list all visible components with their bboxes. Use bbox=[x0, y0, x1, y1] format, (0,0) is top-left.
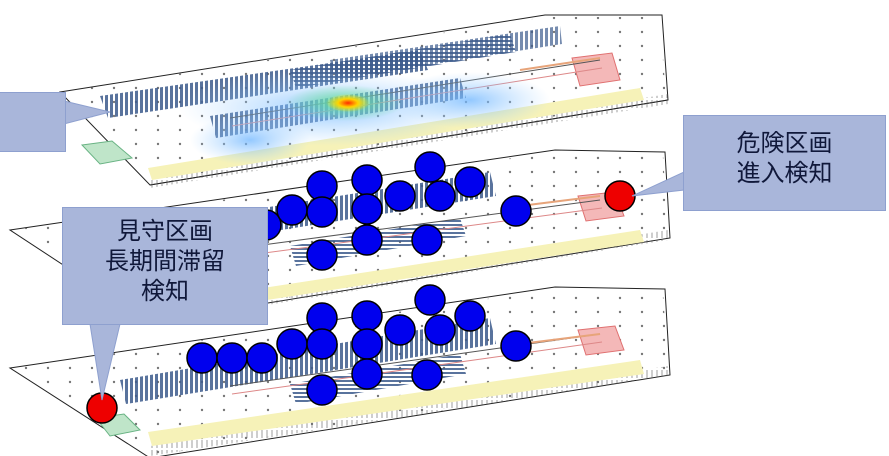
heat-region bbox=[190, 115, 310, 165]
person-marker bbox=[246, 342, 278, 374]
floor-layer-heatmap bbox=[58, 14, 669, 188]
person-marker bbox=[500, 195, 532, 227]
yellow-zone bbox=[250, 230, 644, 302]
callout-text: 検知 bbox=[141, 277, 189, 305]
person-marker bbox=[276, 194, 308, 226]
person-marker bbox=[216, 342, 248, 374]
floor-layer-bottom bbox=[8, 284, 671, 456]
person-marker bbox=[414, 284, 446, 316]
green-zone bbox=[80, 140, 134, 165]
person-marker bbox=[411, 224, 443, 256]
person-marker bbox=[454, 300, 486, 332]
alert-marker bbox=[604, 180, 636, 212]
person-marker bbox=[351, 193, 383, 225]
red-zone bbox=[577, 325, 625, 356]
person-marker bbox=[306, 196, 338, 228]
callout-text: 危険区画 bbox=[736, 129, 833, 157]
callout-danger-zone: 危険区画 進入検知 bbox=[683, 115, 886, 211]
person-marker bbox=[186, 342, 218, 374]
person-marker bbox=[500, 330, 532, 362]
heat-region bbox=[390, 72, 550, 128]
person-marker bbox=[414, 151, 446, 183]
yellow-zone bbox=[148, 360, 644, 446]
person-marker bbox=[351, 358, 383, 390]
person-marker bbox=[306, 374, 338, 406]
person-marker bbox=[454, 166, 486, 198]
person-marker bbox=[351, 300, 383, 332]
person-marker bbox=[411, 359, 443, 391]
heat-hotspot bbox=[326, 94, 370, 112]
callout-text: 見守区画 bbox=[117, 217, 213, 245]
person-marker bbox=[384, 314, 416, 346]
person-marker bbox=[424, 314, 456, 346]
person-marker bbox=[351, 328, 383, 360]
person-marker bbox=[276, 328, 308, 360]
callout-watch-zone: 見守区画 長期間滞留 検知 bbox=[62, 207, 268, 325]
person-marker bbox=[351, 224, 383, 256]
person-marker bbox=[306, 328, 338, 360]
person-markers bbox=[186, 284, 532, 406]
person-marker bbox=[351, 164, 383, 196]
callout-text: 進入検知 bbox=[736, 159, 833, 187]
callout-partial bbox=[0, 92, 66, 152]
tick-strip bbox=[150, 94, 668, 188]
person-marker bbox=[424, 180, 456, 212]
person-marker bbox=[306, 239, 338, 271]
shelf-block bbox=[330, 26, 562, 80]
floor-dot-grid bbox=[12, 289, 668, 456]
callout-text: 長期間滞留 bbox=[105, 247, 225, 275]
person-marker bbox=[384, 180, 416, 212]
